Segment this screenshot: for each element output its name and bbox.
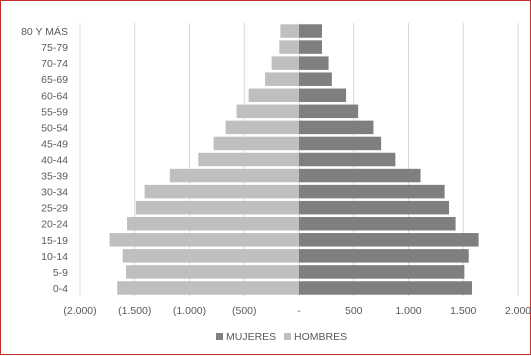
bar-mujeres-7 <box>299 136 382 151</box>
bar-hombres-2 <box>271 56 299 70</box>
x-tick-label: 500 <box>345 305 363 317</box>
bar-mujeres-9 <box>299 168 421 183</box>
bar-mujeres-11 <box>299 200 450 215</box>
y-tick-label: 50-54 <box>41 122 68 134</box>
bar-mujeres-4 <box>299 88 347 103</box>
bar-hombres-9 <box>169 168 299 183</box>
x-tick-label: 1.000 <box>395 305 421 317</box>
x-tick-label: (1.500) <box>118 305 151 317</box>
bar-hombres-16 <box>117 281 299 295</box>
bar-hombres-4 <box>248 88 299 103</box>
bar-hombres-15 <box>125 265 300 279</box>
y-tick-label: 40-44 <box>41 155 68 167</box>
y-tick-label: 15-19 <box>41 235 68 247</box>
x-tick-label: 1.500 <box>450 305 476 317</box>
bar-hombres-8 <box>198 152 299 167</box>
y-tick-label: 60-64 <box>41 90 68 102</box>
y-tick-label: 75-79 <box>41 42 68 54</box>
bar-mujeres-15 <box>299 265 465 279</box>
legend-label-mujeres: MUJERES <box>226 331 276 343</box>
bar-hombres-3 <box>265 72 299 86</box>
y-tick-label: 80 Y MÁS <box>21 25 68 38</box>
bar-mujeres-13 <box>299 233 479 247</box>
bar-mujeres-6 <box>299 120 374 135</box>
bar-mujeres-10 <box>299 184 445 199</box>
bar-mujeres-3 <box>299 72 332 86</box>
bar-mujeres-8 <box>299 152 396 167</box>
x-tick-label: (2.000) <box>63 305 96 317</box>
y-tick-label: 35-39 <box>41 171 68 183</box>
x-tick-label: 2.000 <box>505 305 531 317</box>
y-tick-label: 10-14 <box>41 251 68 263</box>
bar-hombres-10 <box>144 184 299 199</box>
bar-hombres-5 <box>236 104 299 119</box>
bar-mujeres-0 <box>299 24 322 38</box>
x-axis-labels: (2.000) (1.500) (1.000) (500) - 500 1.000 1.500… <box>63 305 531 317</box>
x-tick-label: (1.000) <box>173 305 206 317</box>
legend: MUJERES HOMBRES <box>216 331 347 343</box>
y-axis-labels: 80 Y MÁS 75-79 70-74 65-69 60-64 55-59 50-54 45… <box>21 25 68 295</box>
bar-hombres-7 <box>213 136 299 151</box>
legend-swatch-hombres <box>284 333 291 340</box>
bar-mujeres-1 <box>299 40 322 54</box>
y-tick-label: 0-4 <box>53 283 68 295</box>
bar-mujeres-14 <box>299 249 469 263</box>
x-tick-label: - <box>297 305 301 317</box>
bar-hombres-12 <box>127 216 300 231</box>
y-tick-label: 65-69 <box>41 74 68 86</box>
bars <box>109 24 479 295</box>
y-tick-label: 55-59 <box>41 106 68 118</box>
y-tick-label: 45-49 <box>41 138 68 150</box>
legend-label-hombres: HOMBRES <box>294 331 347 343</box>
bar-mujeres-5 <box>299 104 359 119</box>
bar-mujeres-12 <box>299 216 456 231</box>
y-tick-label: 5-9 <box>53 267 68 279</box>
bar-mujeres-2 <box>299 56 329 70</box>
y-tick-label: 25-29 <box>41 203 68 215</box>
y-tick-label: 70-74 <box>41 58 68 70</box>
y-tick-label: 20-24 <box>41 219 68 231</box>
bar-hombres-1 <box>279 40 299 54</box>
legend-swatch-mujeres <box>216 333 223 340</box>
bar-hombres-6 <box>225 120 299 135</box>
bar-hombres-0 <box>280 24 299 38</box>
bar-mujeres-16 <box>299 281 473 295</box>
bar-hombres-11 <box>135 200 299 215</box>
bar-hombres-13 <box>109 233 299 247</box>
bar-hombres-14 <box>122 249 299 263</box>
x-tick-label: (500) <box>232 305 257 317</box>
y-tick-label: 30-34 <box>41 187 68 199</box>
